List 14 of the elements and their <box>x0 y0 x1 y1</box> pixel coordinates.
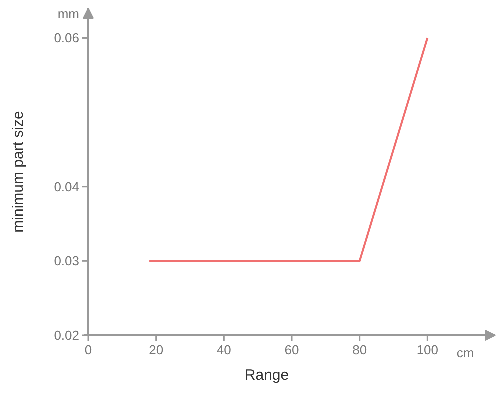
y-tick-label: 0.06 <box>54 30 80 46</box>
text: mm <box>58 6 80 22</box>
y-tick-label: 0.04 <box>54 179 80 194</box>
x-tick-label: 60 <box>284 342 300 358</box>
y-tick-label: 0.02 <box>54 328 80 343</box>
x-tick-label: 100 <box>416 342 439 358</box>
x-tick-label: 40 <box>216 342 232 358</box>
x-tick-label: 80 <box>352 342 368 358</box>
y-tick-label: 0.03 <box>54 254 80 269</box>
x-axis-title: Range <box>244 367 290 384</box>
text: cm <box>456 346 474 360</box>
y-axis-title: minimum part size <box>10 111 27 233</box>
x-tick-label: 20 <box>149 342 164 358</box>
x-tick-label: 0 <box>84 342 92 358</box>
